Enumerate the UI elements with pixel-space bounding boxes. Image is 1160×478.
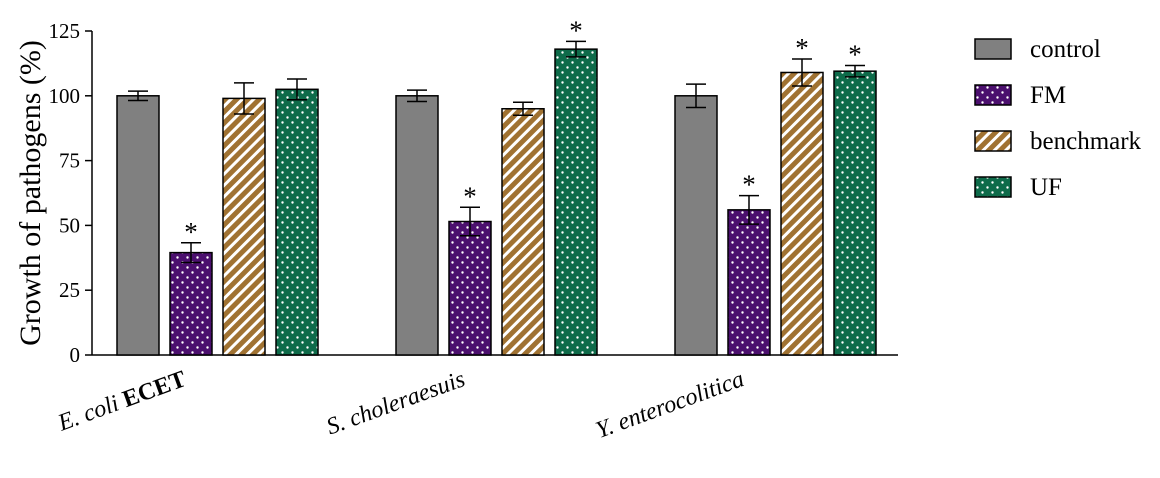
y-tick-label: 0 (70, 343, 81, 367)
category-label: E. coli ECET (54, 366, 190, 437)
category-label-italic: E. coli (54, 391, 123, 437)
legend-swatch-uf (974, 176, 1012, 198)
significance-marker: * (569, 15, 583, 45)
significance-marker: * (848, 39, 862, 69)
legend-label-uf: UF (1030, 174, 1062, 201)
significance-marker: * (742, 170, 756, 200)
legend-swatch-control (974, 38, 1012, 60)
y-axis-label: Growth of pathogens (%) (14, 40, 47, 346)
legend-label-control: control (1030, 36, 1101, 63)
bar-control (395, 95, 439, 356)
bar-uf (275, 88, 319, 356)
bar-benchmark (501, 108, 545, 356)
category-label-bold: ECET (119, 366, 189, 413)
bar-fm (169, 251, 213, 356)
y-tick-label: 100 (49, 84, 81, 108)
bars: * * * * * * (116, 15, 877, 356)
bar-uf (833, 70, 877, 356)
category-label: S. choleraesuis (323, 366, 468, 440)
bar-fm (727, 209, 771, 356)
bar-benchmark (780, 71, 824, 356)
bar-fm (448, 220, 492, 356)
y-tick-label: 75 (59, 149, 80, 173)
legend-swatch-fm (974, 84, 1012, 106)
y-tick-label: 125 (49, 19, 81, 43)
y-tick-label: 25 (59, 278, 80, 302)
legend: control FM benchmark UF (974, 36, 1142, 201)
bar-uf (554, 48, 598, 356)
legend-label-fm: FM (1030, 82, 1066, 109)
significance-marker: * (184, 217, 198, 247)
category-label: Y. enterocolitica (592, 366, 747, 444)
bar-benchmark (222, 97, 266, 356)
legend-label-benchmark: benchmark (1030, 128, 1142, 155)
significance-marker: * (463, 181, 477, 211)
bar-control (116, 95, 160, 356)
legend-swatch-benchmark (974, 130, 1012, 152)
category-label-italic: S. choleraesuis (323, 366, 468, 440)
category-labels: E. coli ECET S. choleraesuis Y. enterocoli… (54, 366, 748, 444)
significance-marker: * (795, 33, 809, 63)
y-tick-label: 50 (59, 213, 80, 237)
bar-control (674, 95, 718, 356)
category-label-italic: Y. enterocolitica (592, 366, 747, 444)
